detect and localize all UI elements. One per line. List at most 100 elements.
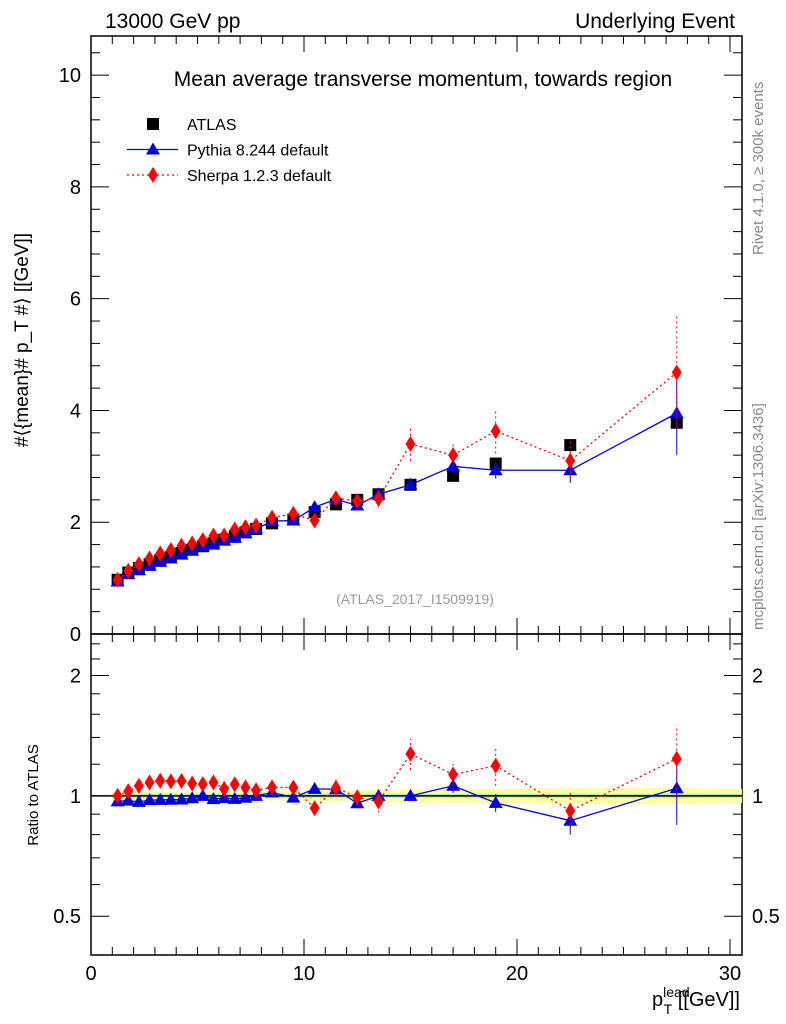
pythia-ratio-point: [227, 791, 242, 804]
ratio-y-tick-label: 2: [70, 666, 81, 688]
pythia-ratio-point: [669, 781, 684, 794]
sherpa-point: [373, 490, 384, 507]
sherpa-ratio-point: [240, 779, 251, 796]
sherpa-ratio-point: [309, 800, 320, 817]
atlas-point: [447, 469, 460, 482]
pythia-point: [563, 463, 578, 476]
sherpa-ratio-point: [267, 779, 278, 796]
mcplots-label: mcplots.cern.ch [arXiv:1306.3436]: [750, 403, 767, 630]
ratio-y-axis-label: Ratio to ATLAS: [25, 744, 42, 845]
sherpa-point: [267, 509, 278, 526]
pythia-ratio-point: [153, 792, 168, 805]
sherpa-point: [352, 492, 363, 509]
sherpa-point: [288, 505, 299, 522]
pythia-ratio-point: [307, 781, 322, 794]
sherpa-ratio-point: [112, 787, 123, 804]
sherpa-point: [219, 527, 230, 544]
pythia-ratio-point: [121, 793, 136, 806]
sherpa-ratio-point: [405, 745, 416, 762]
sherpa-point: [490, 423, 501, 440]
chart-title: Mean average transverse momentum, toward…: [174, 68, 672, 91]
sherpa-ratio-point: [155, 772, 166, 789]
sherpa-ratio-point: [330, 779, 341, 796]
legend-marker-square: [147, 118, 159, 130]
sherpa-ratio-point: [490, 757, 501, 774]
sherpa-point: [123, 562, 134, 579]
pythia-ratio-point: [217, 790, 232, 803]
rivet-label: Rivet 4.1.0, ≥ 300k events: [750, 82, 767, 255]
sherpa-ratio-point: [123, 783, 134, 800]
sherpa-point: [309, 512, 320, 529]
sherpa-ratio-point: [133, 777, 144, 794]
pythia-ratio-point: [488, 795, 503, 808]
ratio-y-tick-label: 0.5: [53, 906, 81, 928]
pythia-ratio-point: [206, 792, 221, 805]
sherpa-point: [144, 550, 155, 567]
sherpa-point: [240, 519, 251, 536]
sherpa-ratio-point: [208, 774, 219, 791]
sherpa-point: [251, 517, 262, 534]
ratio-y-tick-label: 1: [752, 786, 763, 808]
sherpa-ratio-point: [565, 802, 576, 819]
y-axis-label: #⟨{mean}# p_T #⟩ [[GeV]]: [12, 233, 33, 447]
sherpa-point: [405, 435, 416, 452]
pythia-ratio-point: [238, 790, 253, 803]
ratio-y-tick-label: 2: [752, 666, 763, 688]
ratio-y-tick-label: 0.5: [752, 906, 780, 928]
legend-label: Sherpa 1.2.3 default: [187, 168, 332, 185]
sherpa-point: [112, 571, 123, 588]
sherpa-point: [671, 364, 682, 381]
y-tick-label: 6: [70, 289, 81, 311]
pythia-ratio-point: [174, 792, 189, 805]
sherpa-ratio-point: [219, 780, 230, 797]
pythia-ratio-point: [163, 792, 178, 805]
legend-marker-diamond: [148, 167, 158, 183]
y-tick-label: 0: [70, 624, 81, 646]
sherpa-point: [197, 532, 208, 549]
sherpa-point: [565, 452, 576, 469]
sherpa-ratio-point: [229, 776, 240, 793]
sherpa-point: [165, 542, 176, 559]
y-tick-label: 2: [70, 512, 81, 534]
sherpa-point: [187, 535, 198, 552]
sherpa-ratio-point: [197, 776, 208, 793]
pythia-point: [488, 463, 503, 476]
sherpa-ratio-point: [187, 775, 198, 792]
y-tick-label: 10: [59, 65, 81, 87]
sherpa-point: [176, 537, 187, 554]
sherpa-point: [448, 447, 459, 464]
sherpa-ratio-point: [288, 779, 299, 796]
y-tick-label: 4: [70, 400, 81, 422]
legend-label: Pythia 8.244 default: [187, 143, 329, 160]
pythia-ratio-point: [131, 794, 146, 807]
header-left: 13000 GeV pp: [105, 10, 240, 33]
y-tick-label: 8: [70, 177, 81, 199]
sherpa-ratio-point: [176, 772, 187, 789]
x-tick-label: 0: [85, 963, 96, 985]
pythia-point: [307, 500, 322, 513]
pythia-point: [403, 477, 418, 490]
sherpa-ratio-point: [671, 750, 682, 767]
sherpa-ratio-point: [251, 782, 262, 799]
x-tick-label: 20: [506, 963, 528, 985]
sherpa-point: [208, 527, 219, 544]
pythia-ratio-point: [286, 790, 301, 803]
x-axis-label: plead T [[GeV]]: [652, 984, 740, 1017]
ratio-y-tick-label: 1: [70, 786, 81, 808]
ratio-panel: 0 10 20 30 0.5 0.5 1 1 2 2: [53, 633, 780, 985]
legend-label: ATLAS: [187, 117, 237, 134]
legend-marker-triangle: [146, 142, 160, 155]
sherpa-ratio-point: [165, 773, 176, 790]
x-tick-label: 30: [719, 963, 741, 985]
sherpa-point: [229, 521, 240, 538]
sherpa-ratio-point: [448, 766, 459, 783]
sherpa-point: [155, 545, 166, 562]
x-tick-label: 10: [293, 963, 315, 985]
pythia-ratio-point: [403, 788, 418, 801]
sherpa-ratio-point: [352, 789, 363, 806]
sherpa-ratio-point: [144, 774, 155, 791]
pythia-ratio-point: [185, 791, 200, 804]
atlas-point: [564, 439, 577, 452]
sherpa-point: [330, 490, 341, 507]
